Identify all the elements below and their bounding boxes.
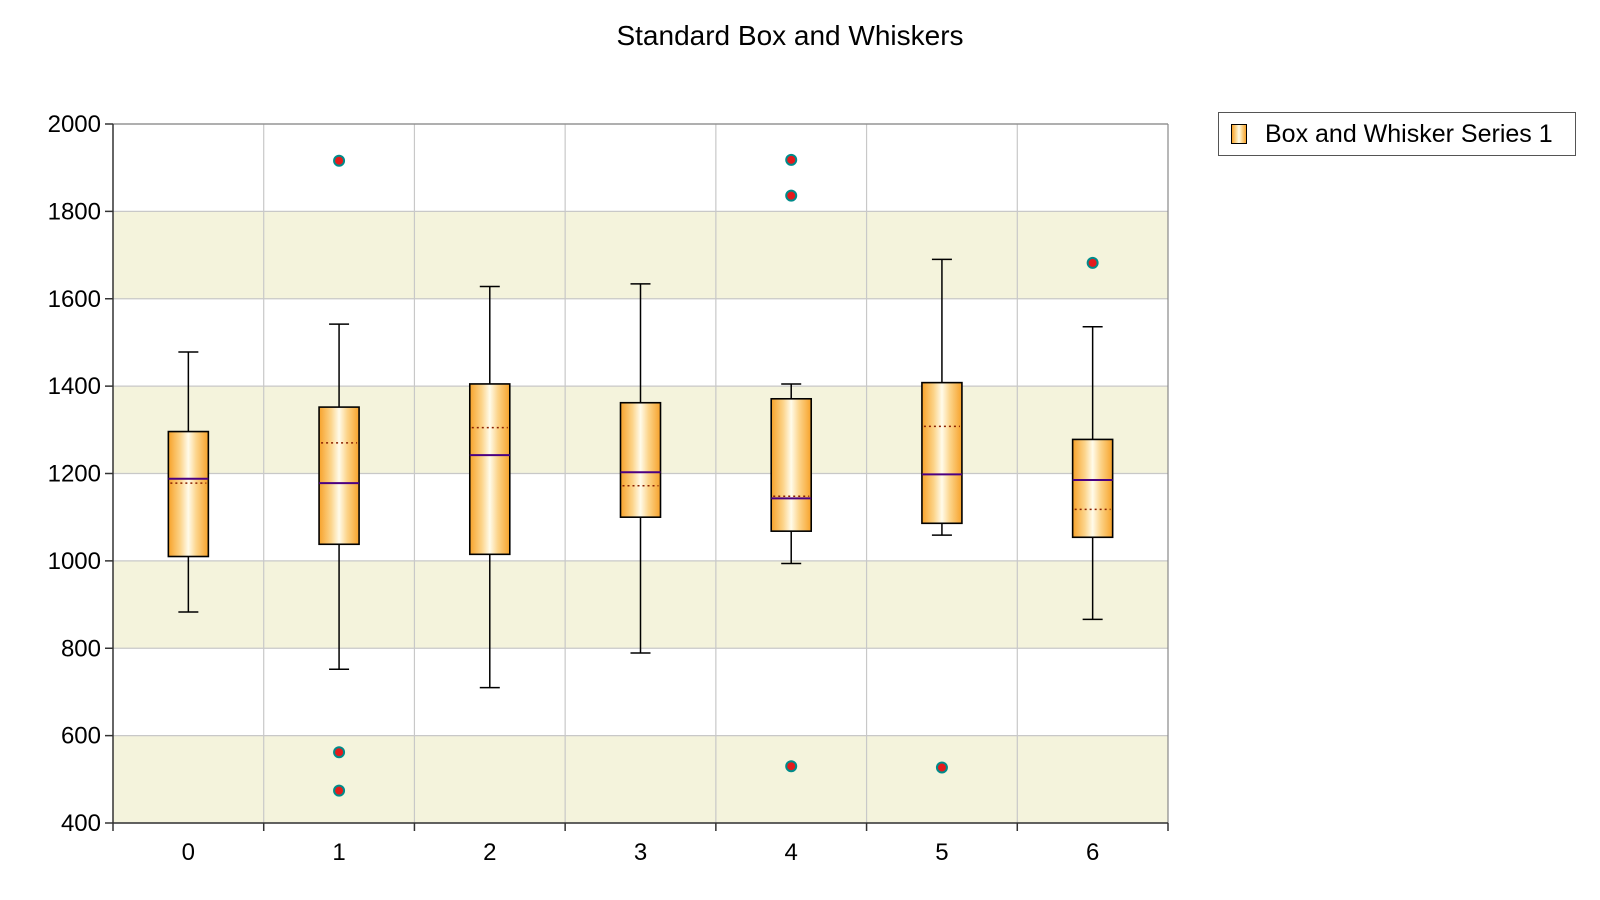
y-tick-label: 1400 <box>48 373 101 400</box>
box-series <box>167 153 1114 797</box>
box-1 <box>318 154 360 797</box>
x-tick-label: 2 <box>483 839 496 866</box>
outlier-point <box>785 189 798 202</box>
box-5 <box>921 258 963 774</box>
x-tick-label: 6 <box>1086 839 1099 866</box>
box-body <box>1071 438 1114 539</box>
y-tick-label: 1200 <box>48 461 101 488</box>
y-tick-label: 2000 <box>48 111 101 138</box>
y-tick-label: 1600 <box>48 286 101 313</box>
x-tick-label: 0 <box>182 839 195 866</box>
y-tick-label: 400 <box>61 810 101 837</box>
box-6 <box>1071 256 1114 621</box>
box-body <box>468 383 511 556</box>
chart-title: Standard Box and Whiskers <box>616 20 964 51</box>
background-band <box>113 735 1168 823</box>
outlier-point <box>785 153 798 166</box>
outlier-point <box>333 154 346 167</box>
legend-swatch-icon <box>1231 124 1247 144</box>
box-body <box>921 381 963 525</box>
outlier-point <box>935 761 948 774</box>
box-0 <box>167 351 210 613</box>
x-tick-label: 5 <box>935 839 948 866</box>
box-3 <box>619 283 662 654</box>
outlier-point <box>333 746 346 759</box>
box-body <box>770 397 813 532</box>
axes: 400 600 800 1000 1200 1400 1600 1800 2000 0 1 2 3 4 5 6 <box>48 111 1169 866</box>
y-tick-label: 600 <box>61 723 101 750</box>
legend-label: Box and Whisker Series 1 <box>1265 119 1553 148</box>
y-tick-label: 800 <box>61 635 101 662</box>
box-body <box>167 430 210 558</box>
box-body <box>318 406 360 546</box>
y-tick-label: 1000 <box>48 548 101 575</box>
outlier-point <box>333 784 346 797</box>
y-tick-label: 1800 <box>48 198 101 225</box>
outlier-point <box>785 760 798 773</box>
box-body <box>619 401 662 518</box>
legend: Box and Whisker Series 1 <box>1218 112 1576 156</box>
box-2 <box>468 285 511 689</box>
x-tick-label: 4 <box>785 839 798 866</box>
outlier-point <box>1086 256 1099 269</box>
x-tick-label: 3 <box>634 839 647 866</box>
box-4 <box>770 153 813 773</box>
x-tick-label: 1 <box>332 839 345 866</box>
